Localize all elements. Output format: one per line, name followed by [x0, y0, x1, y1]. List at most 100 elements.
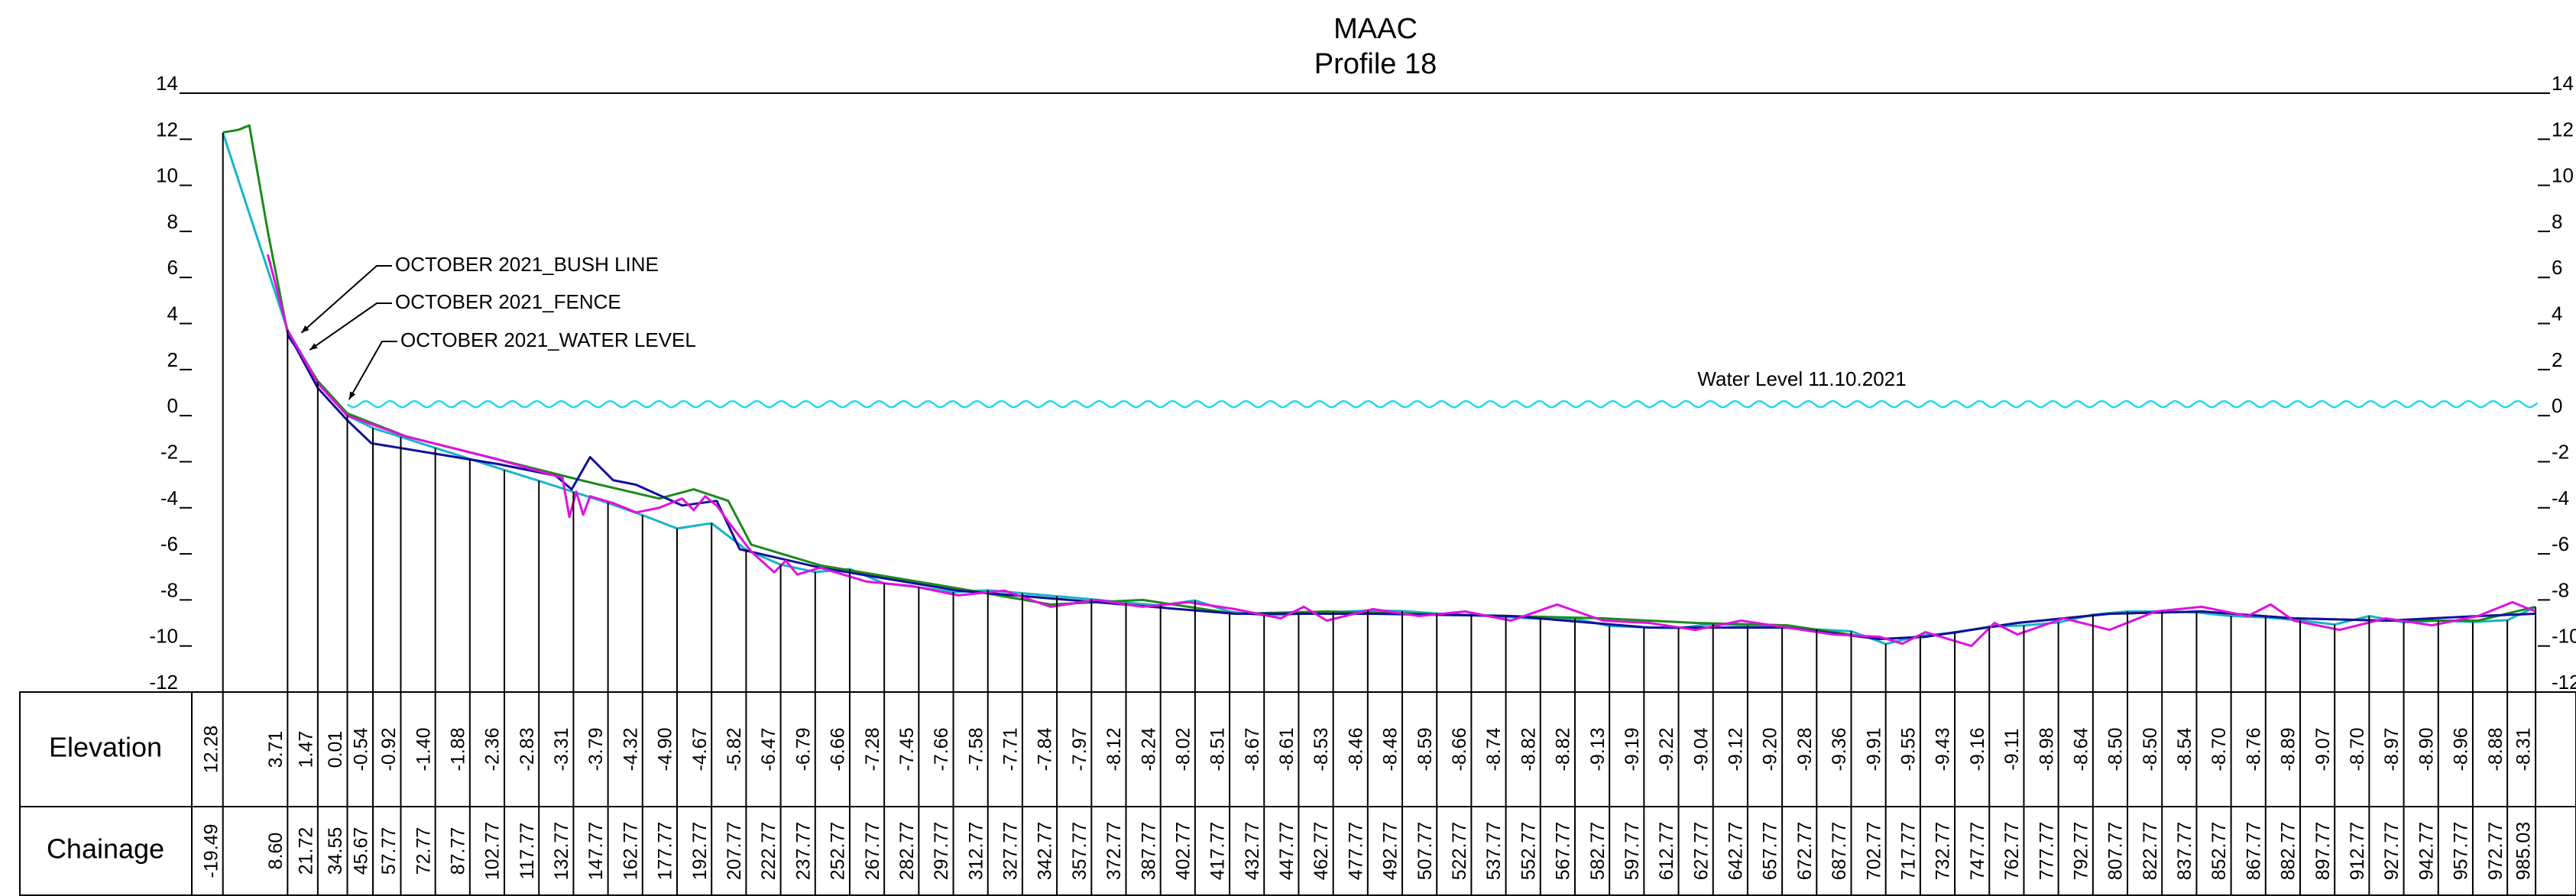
elevation-label: -1.40: [413, 728, 434, 771]
elevation-label: -8.90: [2416, 728, 2437, 771]
y-tick-label: 14: [156, 72, 178, 95]
elevation-label: -8.12: [1103, 728, 1125, 771]
elevation-label: -5.82: [724, 728, 745, 771]
elevation-label: -8.66: [1449, 728, 1470, 771]
elevation-label: -8.50: [2105, 728, 2127, 771]
elevation-label: -3.31: [551, 728, 572, 771]
y-tick-label-right: 8: [2552, 210, 2562, 233]
chainage-label: 807.77: [2105, 822, 2127, 880]
y-tick-label: -2: [160, 440, 178, 463]
elevation-label: -0.92: [378, 728, 400, 771]
chainage-label: 747.77: [1967, 822, 1988, 880]
chainage-label: 537.77: [1483, 822, 1505, 880]
chainage-label: 387.77: [1138, 822, 1159, 880]
chainage-label: 102.77: [482, 822, 504, 880]
y-tick-label-right: 4: [2552, 302, 2562, 325]
chainage-label: 912.77: [2347, 822, 2368, 880]
chainage-label: 627.77: [1690, 822, 1712, 880]
chart-subtitle: Profile 18: [1314, 48, 1437, 80]
y-tick-label: -8: [160, 578, 178, 601]
elevation-label: -1.88: [447, 728, 468, 771]
elevation-label: -8.70: [2208, 728, 2230, 771]
chainage-label: 342.77: [1035, 822, 1056, 880]
chainage-label: 267.77: [862, 822, 883, 880]
chainage-label: 792.77: [2070, 822, 2092, 880]
chainage-label: 45.67: [351, 827, 372, 875]
chainage-label: 207.77: [724, 822, 745, 880]
chainage-label: 762.77: [2001, 822, 2023, 880]
profile-line: [222, 132, 2536, 645]
elevation-label: -6.47: [758, 728, 779, 771]
plot-area: [222, 124, 2538, 648]
chainage-label: 21.72: [295, 827, 316, 875]
elevation-label: -9.12: [1725, 728, 1747, 771]
chainage-label: 852.77: [2208, 822, 2230, 880]
chainage-label: 567.77: [1553, 822, 1574, 880]
elevation-label: -8.64: [2070, 727, 2092, 771]
elevation-label: -6.79: [792, 728, 814, 771]
profile-line: [266, 254, 2536, 648]
elevation-label: -8.82: [1518, 728, 1539, 771]
elevation-label: -8.70: [2347, 728, 2368, 771]
elevation-label: -7.66: [931, 728, 952, 771]
elevation-label: -8.48: [1380, 728, 1401, 771]
elevation-label: -8.31: [2513, 728, 2535, 771]
chainage-label: 972.77: [2485, 822, 2506, 880]
chainage-label: 447.77: [1276, 822, 1298, 880]
y-tick-label-right: 10: [2552, 164, 2574, 187]
profile-line: [222, 124, 2536, 641]
elevation-label: 0.01: [325, 731, 346, 768]
chainage-label: 957.77: [2451, 822, 2472, 880]
chainage-label: 34.55: [325, 827, 346, 875]
chainage-label: 657.77: [1760, 822, 1781, 880]
elevation-label: -8.51: [1207, 728, 1229, 771]
chainage-label: 8.60: [265, 833, 287, 870]
elevation-label: -7.71: [1000, 728, 1022, 771]
elevation-label: -8.89: [2278, 728, 2299, 771]
y-tick-label-right: -2: [2552, 440, 2569, 463]
chainage-label: 372.77: [1103, 822, 1125, 880]
y-tick-label: 10: [156, 164, 178, 187]
elevation-label: -9.11: [2001, 728, 2023, 770]
elevation-label: -7.28: [862, 728, 883, 771]
elevation-label: -9.04: [1690, 727, 1712, 771]
elevation-label: -8.50: [2140, 728, 2161, 771]
elevation-label: -3.79: [585, 728, 607, 771]
elevation-label: -9.07: [2312, 728, 2334, 771]
chainage-label: 672.77: [1794, 822, 1816, 880]
chainage-label: 492.77: [1380, 822, 1401, 880]
y-tick-label-right: 0: [2552, 394, 2562, 417]
chainage-label: 192.77: [689, 822, 711, 880]
elevation-label: -4.67: [689, 728, 711, 771]
elevation-label: -9.36: [1829, 728, 1850, 771]
elevation-label: -8.24: [1138, 727, 1159, 771]
elevation-label: -7.45: [896, 728, 918, 771]
chainage-label: 867.77: [2243, 822, 2264, 880]
elevation-label: -7.58: [965, 728, 987, 771]
chainage-label: 522.77: [1449, 822, 1470, 880]
chainage-label: 162.77: [620, 822, 641, 880]
elevation-label: 3.71: [265, 731, 287, 768]
elevation-label: -8.54: [2174, 727, 2195, 771]
elevation-label: -9.13: [1587, 728, 1609, 771]
y-tick-label-right: 6: [2552, 256, 2562, 279]
elevation-label: 12.28: [200, 726, 222, 774]
chainage-label: 117.77: [517, 823, 538, 880]
chainage-label: 927.77: [2381, 822, 2403, 880]
chainage-label: 942.77: [2416, 822, 2437, 880]
annotation-leader: [300, 265, 392, 334]
chainage-label: 222.77: [758, 822, 779, 880]
chainage-label: 462.77: [1311, 822, 1332, 880]
chainage-label: 147.77: [585, 822, 607, 880]
row-label: Chainage: [47, 833, 164, 865]
elevation-label: -4.32: [620, 728, 641, 771]
y-tick-label: -12: [149, 671, 178, 694]
elevation-label: -8.67: [1242, 728, 1263, 771]
chainage-label: 882.77: [2278, 822, 2299, 880]
elevation-label: -8.88: [2485, 728, 2506, 771]
y-tick-label: 2: [167, 348, 178, 371]
chainage-label: 282.77: [896, 822, 918, 880]
chainage-label: 687.77: [1829, 822, 1850, 880]
